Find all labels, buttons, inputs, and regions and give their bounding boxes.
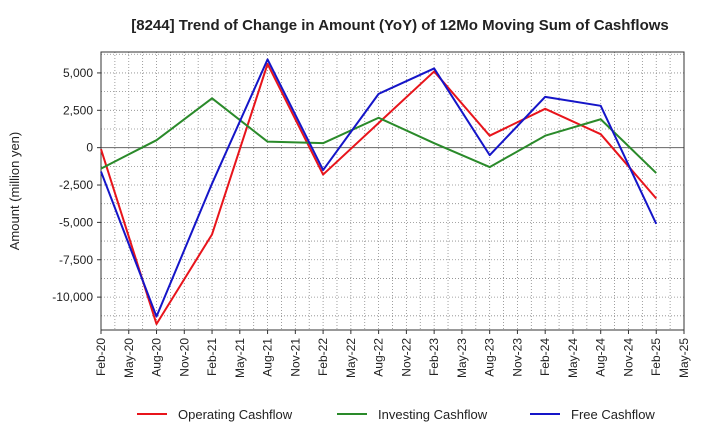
x-tick-label: Feb-24: [538, 338, 552, 376]
x-tick-label: Aug-21: [261, 338, 275, 377]
x-tick-label: May-25: [677, 338, 691, 378]
series-line-investing-cashflow: [100, 97, 657, 174]
x-tick-label: Nov-24: [621, 338, 635, 377]
x-tick-label: May-24: [566, 338, 580, 378]
plot-area-frame: [100, 51, 685, 331]
y-tick-label: 2,500: [63, 103, 93, 117]
x-tick-label: May-22: [344, 338, 358, 378]
y-axis-ticks: 5,000 2,500 0 -2,500 -5,000 -7,500 -10,000: [52, 66, 101, 304]
x-tick-label: Aug-22: [372, 338, 386, 377]
x-tick-label: Feb-23: [427, 338, 441, 376]
legend-label: Free Cashflow: [571, 407, 655, 422]
y-tick-label: -5,000: [59, 215, 93, 229]
y-tick-label: -2,500: [59, 178, 93, 192]
y-tick-label: 5,000: [63, 66, 93, 80]
x-tick-label: May-21: [233, 338, 247, 378]
x-tick-label: May-20: [122, 338, 136, 378]
series-layer: [100, 58, 658, 326]
x-tick-label: Nov-22: [399, 338, 413, 377]
x-tick-label: Nov-20: [177, 338, 191, 377]
y-tick-label: -10,000: [52, 290, 93, 304]
y-tick-label: 0: [86, 141, 93, 155]
x-tick-label: Nov-21: [288, 338, 302, 377]
series-line-free-cashflow: [100, 58, 658, 318]
x-tick-label: Feb-22: [316, 338, 330, 376]
legend-label: Operating Cashflow: [178, 407, 293, 422]
x-tick-label: Aug-24: [594, 338, 608, 377]
x-tick-label: Aug-23: [483, 338, 497, 377]
x-tick-label: Feb-21: [205, 338, 219, 376]
x-tick-label: Nov-23: [510, 338, 524, 377]
legend: Operating Cashflow Investing Cashflow Free…: [137, 407, 655, 422]
chart-title: [8244] Trend of Change in Amount (YoY) o…: [131, 17, 669, 34]
x-tick-label: Aug-20: [150, 338, 164, 377]
x-axis-ticks: Feb-20 May-20 Aug-20 Nov-20 Feb-21 May-21 Aug-…: [94, 330, 691, 378]
x-tick-label: Feb-20: [94, 338, 108, 376]
y-axis-label: Amount (million yen): [7, 132, 22, 251]
legend-item-investing-cashflow: Investing Cashflow: [337, 407, 488, 422]
y-tick-label: -7,500: [59, 253, 93, 267]
legend-item-operating-cashflow: Operating Cashflow: [137, 407, 293, 422]
grid-layer: [100, 52, 685, 330]
legend-label: Investing Cashflow: [378, 407, 488, 422]
x-tick-label: May-23: [455, 338, 469, 378]
series-line-operating-cashflow: [100, 62, 657, 326]
x-tick-label: Feb-25: [649, 338, 663, 376]
legend-item-free-cashflow: Free Cashflow: [530, 407, 655, 422]
